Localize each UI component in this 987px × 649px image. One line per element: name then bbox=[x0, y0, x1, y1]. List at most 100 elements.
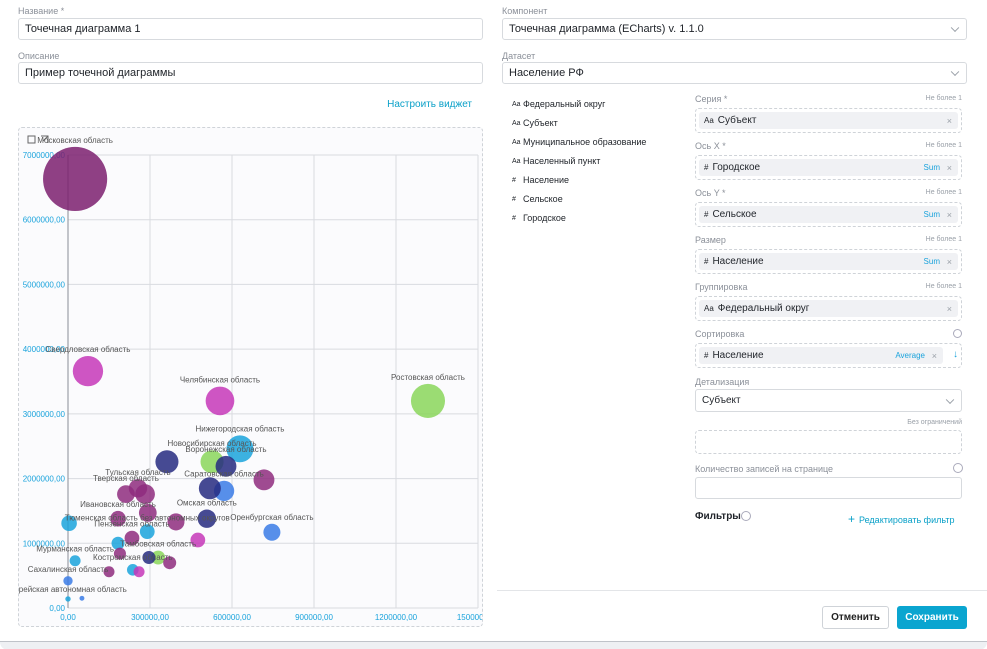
bubble bbox=[133, 566, 145, 578]
bubble bbox=[198, 477, 221, 500]
bubble bbox=[263, 523, 281, 541]
dataset-select[interactable]: Население РФ bbox=[502, 62, 967, 84]
point-label: Оренбургская область bbox=[230, 513, 313, 522]
chip-text: Городское bbox=[712, 162, 761, 173]
remove-icon[interactable]: × bbox=[946, 303, 952, 314]
field-name: Сельское bbox=[523, 194, 563, 204]
setting-limit: Не более 1 bbox=[925, 95, 962, 102]
help-icon[interactable] bbox=[953, 329, 962, 338]
point-label: Мурманская область bbox=[36, 544, 114, 553]
y-tick-label: 6000000,00 bbox=[23, 216, 66, 225]
bubble bbox=[113, 547, 126, 560]
field-icon: Aa bbox=[512, 119, 521, 127]
setting-drop[interactable]: # Сельское Sum × bbox=[695, 202, 962, 227]
sort-icon[interactable]: ↓ bbox=[953, 349, 958, 360]
chip-aggregation[interactable]: Sum bbox=[923, 210, 940, 219]
field-name: Федеральный округ bbox=[523, 99, 606, 109]
help-icon[interactable] bbox=[953, 463, 963, 473]
bubble bbox=[190, 532, 206, 548]
bubble bbox=[142, 551, 156, 565]
bubble bbox=[69, 555, 81, 567]
setting-drop[interactable]: # Население Average × ↓ bbox=[695, 343, 962, 368]
edit-filter[interactable]: + Редактировать фильтр bbox=[848, 512, 954, 526]
page-size-input[interactable] bbox=[695, 477, 962, 499]
point-label: Еврейская автономная область bbox=[19, 585, 127, 594]
detail-limit: Без ограничений bbox=[907, 419, 962, 426]
chip-icon: # bbox=[704, 210, 709, 219]
point-label: Пензенская область bbox=[94, 520, 169, 529]
setting-drop[interactable]: Aa Федеральный округ × bbox=[695, 296, 962, 321]
bubble bbox=[151, 550, 166, 565]
x-tick-label: 1200000,00 bbox=[375, 613, 418, 622]
point-label: Костромская область bbox=[93, 553, 172, 562]
setting-limit: Не более 1 bbox=[925, 189, 962, 196]
chip-aggregation[interactable]: Sum bbox=[923, 257, 940, 266]
detail-select[interactable]: Субъект bbox=[695, 389, 962, 412]
field-item[interactable]: # Население bbox=[512, 175, 569, 185]
bubble bbox=[167, 513, 185, 531]
bubble bbox=[253, 469, 275, 491]
bubble bbox=[103, 566, 115, 578]
x-tick-label: 900000,00 bbox=[295, 613, 333, 622]
bubble bbox=[124, 530, 140, 546]
setting-limit: Не более 1 bbox=[925, 283, 962, 290]
setting-drop[interactable]: # Городское Sum × bbox=[695, 155, 962, 180]
bubble bbox=[65, 596, 71, 602]
setting-label: Размер bbox=[695, 235, 726, 245]
setting-drop[interactable]: Aa Субъект × bbox=[695, 108, 962, 133]
field-icon: Aa bbox=[512, 157, 521, 165]
field-item[interactable]: Aa Населенный пункт bbox=[512, 156, 600, 166]
field-icon: # bbox=[512, 195, 516, 203]
dataset-label: Датасет bbox=[502, 51, 536, 61]
setting-limit: Не более 1 bbox=[925, 236, 962, 243]
field-item[interactable]: Aa Муниципальное образование bbox=[512, 137, 646, 147]
y-tick-label: 7000000,00 bbox=[23, 151, 66, 160]
point-label: Тамбовская область bbox=[120, 540, 196, 549]
bubble bbox=[111, 536, 125, 550]
remove-icon[interactable]: × bbox=[931, 350, 937, 361]
component-select[interactable]: Точечная диаграмма (ECharts) v. 1.1.0 bbox=[502, 18, 967, 40]
remove-icon[interactable]: × bbox=[946, 115, 952, 126]
x-tick-label: 1500000,00 bbox=[457, 613, 482, 622]
bubble bbox=[63, 576, 73, 586]
bubble bbox=[197, 509, 217, 528]
bottom-edge bbox=[0, 641, 987, 649]
y-tick-label: 2000000,00 bbox=[23, 475, 66, 484]
cancel-button[interactable]: Отменить bbox=[822, 606, 889, 629]
detail-drop[interactable] bbox=[695, 430, 962, 454]
point-label: Саратовская область bbox=[184, 470, 264, 479]
chip-aggregation[interactable]: Sum bbox=[923, 163, 940, 172]
remove-icon[interactable]: × bbox=[946, 256, 952, 267]
setting-drop[interactable]: # Население Sum × bbox=[695, 249, 962, 274]
chip-aggregation[interactable]: Average bbox=[895, 351, 925, 360]
field-item[interactable]: Aa Субъект bbox=[512, 118, 558, 128]
point-label: Свердловская область bbox=[45, 345, 130, 354]
plus-icon: + bbox=[848, 512, 856, 526]
chart-box: 0,00 1000000,00 2000000,00 3000000,00 400000… bbox=[18, 127, 483, 627]
point-label: Новосибирская область bbox=[167, 439, 256, 448]
chip-text: Сельское bbox=[712, 209, 757, 220]
name-input[interactable]: Точечная диаграмма 1 bbox=[18, 18, 483, 40]
x-tick-label: 300000,00 bbox=[131, 613, 169, 622]
field-item[interactable]: # Сельское bbox=[512, 194, 563, 204]
field-name: Население bbox=[523, 175, 569, 185]
help-icon[interactable] bbox=[741, 511, 751, 521]
bubble bbox=[135, 484, 155, 504]
point-label: Сахалинская область bbox=[28, 565, 109, 574]
description-input[interactable]: Пример точечной диаграммы bbox=[18, 62, 483, 84]
remove-icon[interactable]: × bbox=[946, 162, 952, 173]
remove-icon[interactable]: × bbox=[946, 209, 952, 220]
bubble bbox=[110, 510, 126, 527]
field-item[interactable]: Aa Федеральный округ bbox=[512, 99, 605, 109]
y-tick-label: 4000000,00 bbox=[23, 345, 66, 354]
bubble bbox=[215, 455, 237, 477]
toolbar-icons bbox=[27, 135, 49, 144]
y-tick-label: 3000000,00 bbox=[23, 410, 66, 419]
bubble bbox=[226, 435, 254, 463]
configure-link[interactable]: Настроить виджет bbox=[387, 99, 472, 110]
save-button[interactable]: Сохранить bbox=[897, 606, 967, 629]
setting-chip: # Население Average × bbox=[699, 347, 943, 364]
bubble bbox=[138, 504, 157, 522]
field-item[interactable]: # Городское bbox=[512, 213, 566, 223]
